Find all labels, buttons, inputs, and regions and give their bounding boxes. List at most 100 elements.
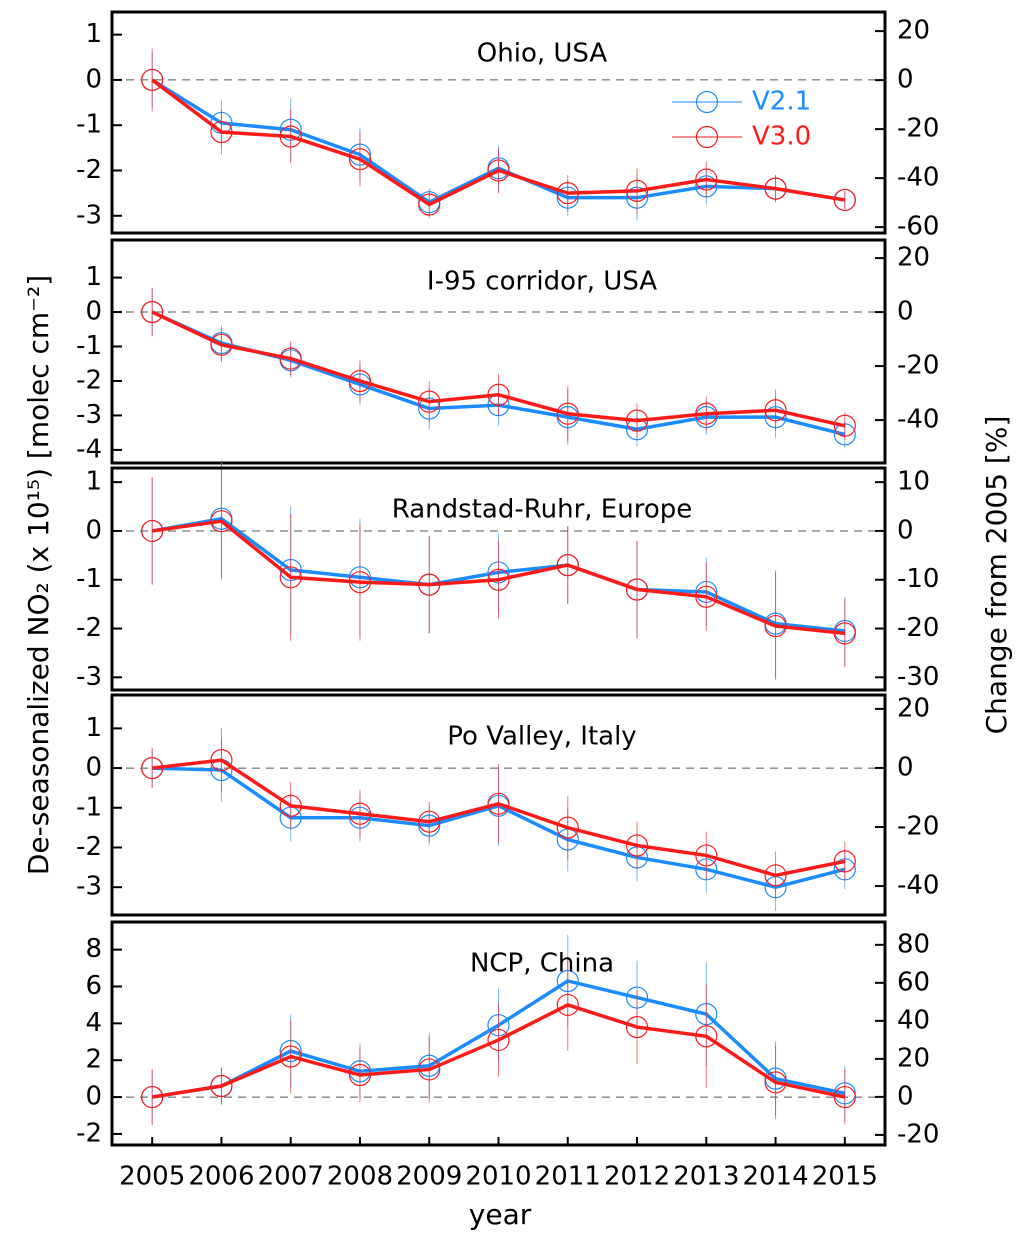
y2-axis-label: Change from 2005 [%] [980, 416, 1013, 735]
point [833, 622, 856, 645]
panel-frame [110, 920, 887, 1147]
y2-tick-label: -40 [897, 871, 939, 901]
y2-tick-label: 20 [897, 1043, 930, 1073]
y-tick-label: -1 [76, 792, 102, 822]
point [764, 399, 787, 422]
point [625, 834, 649, 857]
point [695, 168, 718, 191]
y2-tick-label: -40 [897, 405, 939, 435]
x-tick-label: 2010 [465, 1162, 531, 1192]
point [556, 816, 579, 839]
y2-tick-label: -10 [897, 564, 939, 594]
point [556, 553, 579, 577]
x-tick-label: 2015 [812, 1162, 878, 1192]
point [418, 810, 441, 833]
series-line [151, 78, 846, 207]
y2-tick-label: 10 [897, 467, 930, 497]
point [210, 1074, 233, 1098]
point [141, 519, 164, 543]
y-tick-label: 1 [85, 19, 102, 49]
y2-tick-label: 40 [897, 1005, 930, 1035]
y-tick-label: -3 [76, 662, 102, 692]
y-tick-label: -1 [76, 331, 102, 361]
y-tick-label: -3 [76, 400, 102, 430]
point [279, 794, 302, 817]
point [279, 347, 302, 370]
y2-tick-label: 0 [897, 752, 914, 782]
y-tick-label: -4 [76, 434, 102, 464]
y2-tick-label: -20 [897, 613, 939, 643]
point [764, 177, 787, 200]
point [695, 585, 718, 608]
y2-tick-label: -20 [897, 351, 939, 381]
series-line [151, 310, 846, 428]
point [141, 756, 164, 780]
x-tick-label: 2009 [396, 1162, 462, 1192]
y2-tick-label: -40 [897, 163, 939, 193]
point [695, 844, 718, 867]
point [279, 566, 302, 589]
panel-frame [110, 466, 887, 692]
point [625, 409, 649, 432]
y2-tick-label: 0 [897, 515, 914, 545]
y2-tick-label: -20 [897, 1119, 939, 1149]
point [487, 792, 510, 815]
y-tick-label: -2 [76, 832, 102, 862]
panel-title: Randstad-Ruhr, Europe [392, 495, 692, 525]
panel-frame [110, 693, 887, 917]
y-tick-label: 0 [85, 64, 102, 94]
point [764, 1071, 787, 1094]
y-tick-label: 0 [85, 297, 102, 327]
point [487, 568, 510, 591]
point [141, 300, 164, 324]
y2-tick-label: 60 [897, 967, 930, 997]
y2-tick-label: 0 [897, 297, 914, 327]
point [556, 402, 579, 425]
legend-marker [695, 90, 719, 114]
point [348, 369, 372, 393]
series-line [151, 519, 846, 636]
y-tick-label: -2 [76, 613, 102, 643]
point [833, 850, 856, 873]
point [695, 1025, 718, 1048]
y-tick-label: -1 [76, 564, 102, 594]
point [348, 1063, 372, 1087]
y-tick-label: 4 [85, 1008, 102, 1038]
legend-marker [695, 125, 719, 149]
y-tick-label: 2 [85, 1045, 102, 1075]
y-tick-label: 0 [85, 753, 102, 783]
legend-label: V3.0 [752, 122, 811, 152]
panel-title: Ohio, USA [477, 39, 608, 69]
point [418, 193, 441, 216]
point [210, 333, 233, 356]
point [487, 1028, 510, 1052]
y2-tick-label: 20 [897, 693, 930, 723]
point [418, 1058, 441, 1081]
y-tick-label: 1 [85, 262, 102, 292]
x-tick-label: 2011 [535, 1162, 601, 1192]
point [764, 864, 787, 887]
y-tick-label: 0 [85, 515, 102, 545]
y-tick-label: -1 [76, 110, 102, 140]
x-tick-label: 2005 [119, 1162, 185, 1192]
panel-frame [110, 10, 887, 235]
legend-label: V2.1 [752, 87, 811, 117]
y-tick-label: -2 [76, 1118, 102, 1148]
series-line [151, 1003, 846, 1099]
y-axis-label: De-seasonalized NO₂ (x 10¹⁵) [molec cm⁻²… [22, 275, 55, 875]
point [625, 179, 649, 202]
y-tick-label: 1 [85, 713, 102, 743]
point [279, 125, 302, 148]
point [348, 148, 372, 171]
panel-title: Po Valley, Italy [447, 722, 636, 752]
y2-tick-label: -20 [897, 114, 939, 144]
panel-frame [110, 238, 887, 465]
point [418, 573, 441, 596]
x-tick-label: 2008 [327, 1162, 393, 1192]
y-tick-label: -3 [76, 200, 102, 230]
point [418, 390, 441, 413]
y-tick-label: 6 [85, 971, 102, 1001]
point [141, 68, 164, 92]
